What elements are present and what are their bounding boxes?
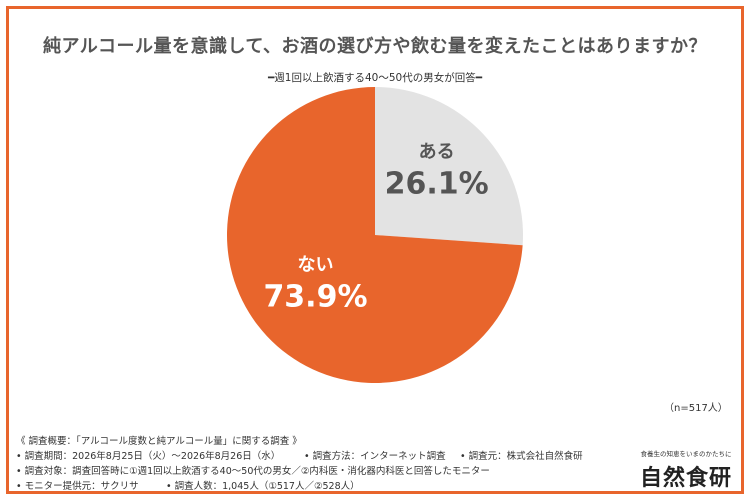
pie-slice-1 bbox=[375, 87, 523, 246]
pie-label-value-1: 26.1% bbox=[385, 166, 489, 201]
brand-logo: 食養生の知恵をいまのかたちに 自然食研 bbox=[636, 448, 736, 492]
notes-method: • 調査方法：インターネット調査 bbox=[304, 451, 446, 462]
notes-provider: • モニター提供元：サクリサ bbox=[16, 481, 139, 492]
notes-period: • 調査期間：2026年8月25日（火）〜2026年8月26日（水） bbox=[16, 451, 281, 462]
logo-name: 自然食研 bbox=[639, 465, 732, 491]
notes-respondents: • 調査人数：1,045人（①517人／②528人） bbox=[166, 481, 360, 492]
survey-notes: 《 調査概要：「アルコール度数と純アルコール量」に関する調査 》 • 調査期間：… bbox=[16, 434, 626, 494]
notes-target: • 調査対象：調査回答時に①週1回以上飲酒する40〜50代の男女／②内科医・消化… bbox=[16, 466, 490, 477]
pie-label-category-1: ある bbox=[419, 141, 455, 162]
notes-overview: 《 調査概要：「アルコール度数と純アルコール量」に関する調査 》 bbox=[16, 436, 302, 447]
pie-slice-2 bbox=[227, 87, 523, 384]
sample-size: （n=517人） bbox=[664, 403, 728, 414]
notes-organizer: • 調査元：株式会社自然食研 bbox=[460, 451, 583, 462]
chart-subtitle: ━週1回以上飲酒する40〜50代の男女が回答━ bbox=[267, 72, 483, 84]
orange-frame bbox=[6, 6, 744, 494]
logo-tagline: 食養生の知恵をいまのかたちに bbox=[640, 450, 732, 458]
chart-title: 純アルコール量を意識して、お酒の選び方や飲む量を変えたことはありますか？ bbox=[42, 36, 708, 57]
pie-label-value-2: 73.9% bbox=[263, 280, 367, 315]
pie-label-category-2: ない bbox=[297, 255, 333, 276]
